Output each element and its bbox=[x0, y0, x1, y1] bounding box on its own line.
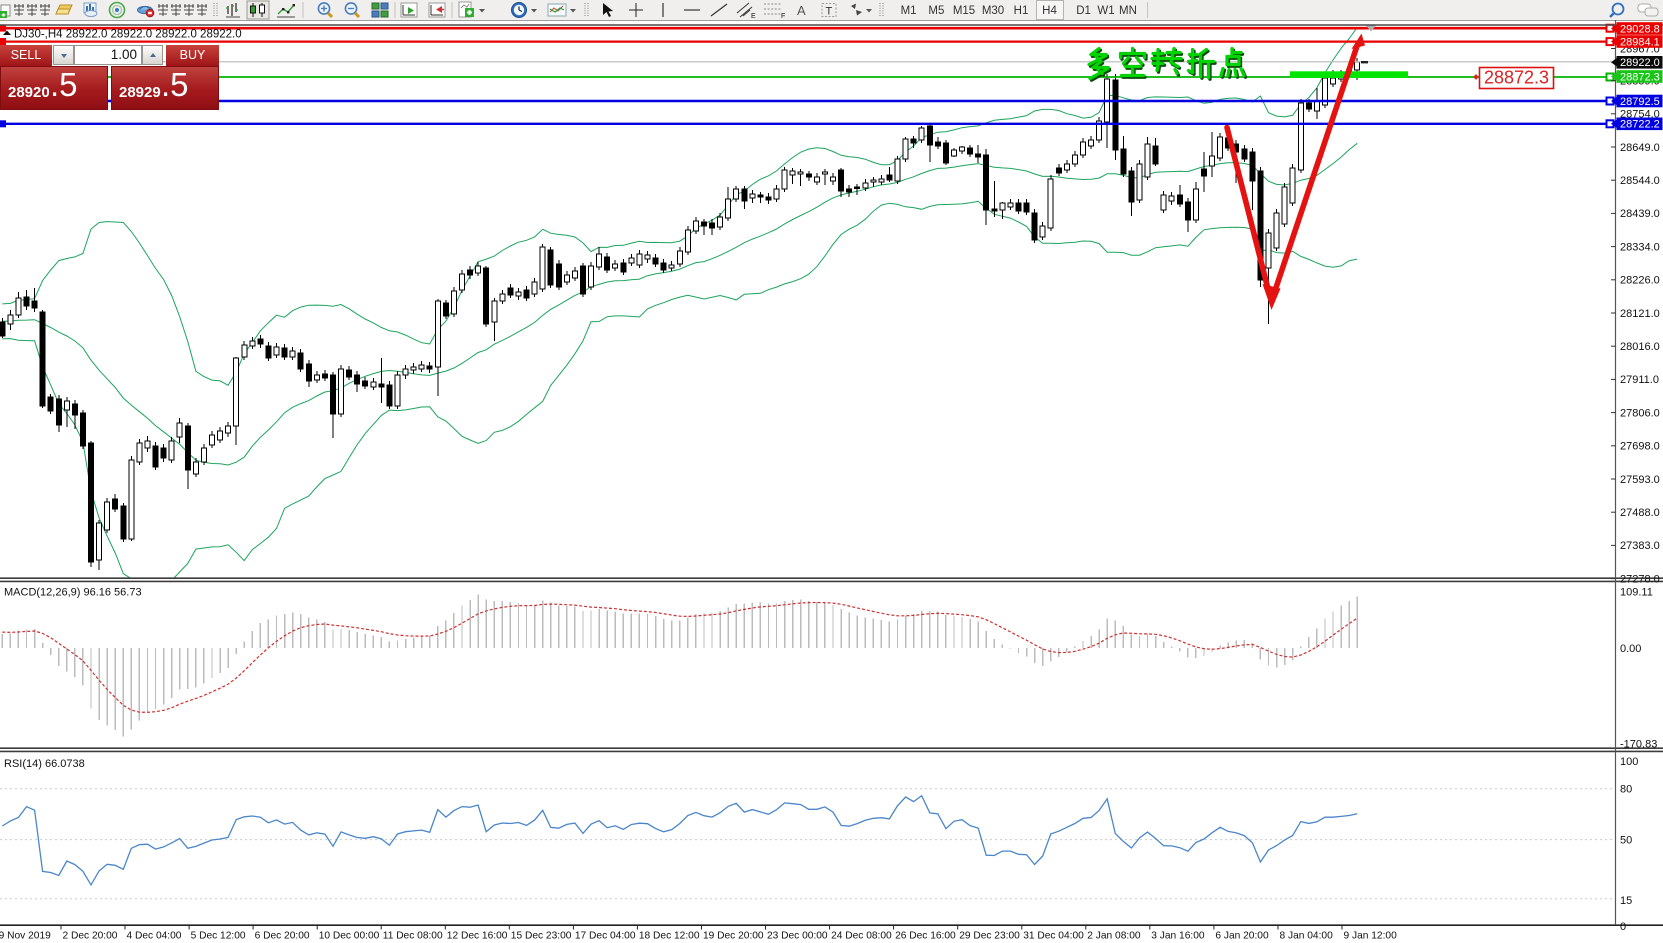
svg-text:27488.0: 27488.0 bbox=[1620, 507, 1660, 519]
svg-text:-170.83: -170.83 bbox=[1620, 739, 1657, 751]
svg-text:28226.0: 28226.0 bbox=[1620, 275, 1660, 287]
svg-text:28439.0: 28439.0 bbox=[1620, 208, 1660, 220]
svg-text:31 Dec 04:00: 31 Dec 04:00 bbox=[1023, 931, 1084, 942]
svg-text:29 Dec 23:00: 29 Dec 23:00 bbox=[959, 931, 1020, 942]
svg-text:H4: H4 bbox=[1042, 5, 1057, 17]
svg-text:D1: D1 bbox=[1076, 5, 1091, 17]
svg-text:6 Jan 20:00: 6 Jan 20:00 bbox=[1215, 931, 1269, 942]
svg-text:29028.8: 29028.8 bbox=[1620, 23, 1660, 35]
svg-text:28792.5: 28792.5 bbox=[1620, 96, 1660, 108]
svg-text:28544.0: 28544.0 bbox=[1620, 175, 1660, 187]
svg-text:4 Dec 04:00: 4 Dec 04:00 bbox=[127, 931, 182, 942]
svg-text:8 Jan 04:00: 8 Jan 04:00 bbox=[1280, 931, 1334, 942]
svg-text:28334.0: 28334.0 bbox=[1620, 241, 1660, 253]
svg-text:27698.0: 27698.0 bbox=[1620, 441, 1660, 453]
svg-text:A: A bbox=[797, 3, 806, 18]
svg-text:5 Dec 12:00: 5 Dec 12:00 bbox=[191, 931, 246, 942]
svg-text:28922.0: 28922.0 bbox=[1620, 57, 1660, 69]
svg-text:18 Dec 12:00: 18 Dec 12:00 bbox=[639, 931, 700, 942]
svg-text:27806.0: 27806.0 bbox=[1620, 407, 1660, 419]
svg-text:6 Dec 20:00: 6 Dec 20:00 bbox=[255, 931, 310, 942]
svg-text:10 Dec 00:00: 10 Dec 00:00 bbox=[319, 931, 380, 942]
svg-text:3 Jan 16:00: 3 Jan 16:00 bbox=[1151, 931, 1205, 942]
svg-text:MACD(12,26,9) 96.16 56.73: MACD(12,26,9) 96.16 56.73 bbox=[4, 587, 142, 599]
svg-text:27383.0: 27383.0 bbox=[1620, 540, 1660, 552]
svg-text:M30: M30 bbox=[982, 5, 1004, 17]
svg-text:0: 0 bbox=[1620, 921, 1626, 933]
svg-text:11 Dec 08:00: 11 Dec 08:00 bbox=[383, 931, 443, 942]
svg-text:28016.0: 28016.0 bbox=[1620, 341, 1660, 353]
svg-text:0.00: 0.00 bbox=[1620, 643, 1641, 655]
svg-text:15 Dec 23:00: 15 Dec 23:00 bbox=[511, 931, 572, 942]
svg-text:50: 50 bbox=[1620, 834, 1632, 846]
svg-text:28649.0: 28649.0 bbox=[1620, 142, 1660, 154]
svg-text:24 Dec 08:00: 24 Dec 08:00 bbox=[831, 931, 892, 942]
svg-text:9 Jan 12:00: 9 Jan 12:00 bbox=[1344, 931, 1398, 942]
svg-text:28121.0: 28121.0 bbox=[1620, 308, 1660, 320]
svg-text:17 Dec 04:00: 17 Dec 04:00 bbox=[575, 931, 636, 942]
svg-text:100: 100 bbox=[1620, 756, 1638, 768]
svg-text:2 Jan 08:00: 2 Jan 08:00 bbox=[1087, 931, 1141, 942]
svg-text:2 Dec 20:00: 2 Dec 20:00 bbox=[63, 931, 118, 942]
svg-text:28872.3: 28872.3 bbox=[1484, 68, 1549, 88]
svg-text:M15: M15 bbox=[953, 5, 975, 17]
svg-text:28984.1: 28984.1 bbox=[1620, 36, 1660, 48]
svg-text:12 Dec 16:00: 12 Dec 16:00 bbox=[447, 931, 508, 942]
svg-text:19 Dec 20:00: 19 Dec 20:00 bbox=[703, 931, 764, 942]
svg-text:MN: MN bbox=[1119, 5, 1137, 17]
svg-text:W1: W1 bbox=[1097, 5, 1114, 17]
svg-text:28872.3: 28872.3 bbox=[1620, 71, 1660, 83]
svg-text:29 Nov 2019: 29 Nov 2019 bbox=[0, 931, 51, 942]
svg-text:F: F bbox=[781, 13, 785, 20]
svg-text:M5: M5 bbox=[928, 5, 944, 17]
svg-text:T: T bbox=[826, 6, 833, 18]
svg-text:M1: M1 bbox=[901, 5, 917, 17]
svg-text:RSI(14) 66.0738: RSI(14) 66.0738 bbox=[4, 758, 85, 770]
svg-text:28722.2: 28722.2 bbox=[1620, 119, 1660, 131]
svg-text:E: E bbox=[751, 13, 756, 20]
svg-text:80: 80 bbox=[1620, 784, 1632, 796]
svg-text:26 Dec 16:00: 26 Dec 16:00 bbox=[895, 931, 956, 942]
svg-text:27911.0: 27911.0 bbox=[1620, 374, 1659, 386]
svg-text:23 Dec 00:00: 23 Dec 00:00 bbox=[767, 931, 828, 942]
svg-text:15: 15 bbox=[1620, 895, 1632, 907]
svg-text:27278.0: 27278.0 bbox=[1620, 573, 1660, 585]
svg-text:DJ30-,H4 28922.0 28922.0 2892: DJ30-,H4 28922.0 28922.0 28922.0 28922.0 bbox=[14, 29, 242, 41]
svg-text:109.11: 109.11 bbox=[1620, 586, 1653, 598]
svg-text:H1: H1 bbox=[1014, 5, 1029, 17]
svg-text:27593.0: 27593.0 bbox=[1620, 474, 1660, 486]
